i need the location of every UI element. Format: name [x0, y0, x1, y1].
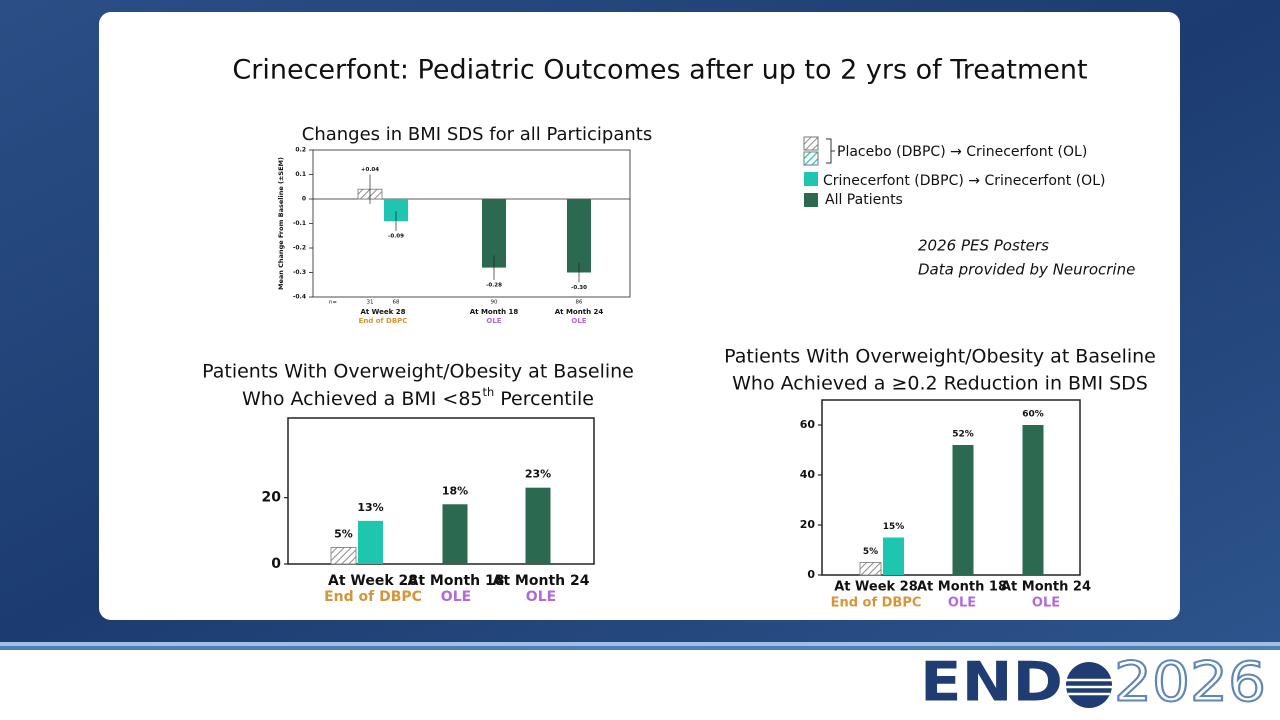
n-value: 31 — [367, 300, 374, 306]
x-tick-label: At Month 18 — [917, 580, 1007, 595]
y-tick-label: 0 — [302, 196, 306, 203]
chart-title: Who Achieved a ≥0.2 Reduction in BMI SDS — [732, 373, 1148, 395]
n-value: 68 — [393, 300, 400, 306]
y-tick-label: 20 — [800, 518, 816, 531]
legend-bracket — [826, 138, 835, 164]
title-part: Who Achieved a BMI <85 — [242, 388, 483, 410]
legend-label: Crinecerfont (DBPC) → Crinecerfont (OL) — [823, 173, 1105, 189]
value-label: -0.30 — [571, 285, 587, 291]
value-label: 60% — [1022, 410, 1044, 420]
title-part: Percentile — [494, 388, 594, 410]
legend-swatch — [803, 136, 819, 151]
stripe — [0, 642, 1280, 646]
value-label: -0.09 — [388, 233, 404, 239]
logo-text: END — [920, 651, 1063, 714]
x-sublabel: End of DBPC — [831, 596, 922, 611]
value-label: 52% — [952, 430, 974, 440]
x-sublabel: OLE — [526, 589, 556, 605]
value-label: 13% — [357, 501, 383, 514]
y-tick-label: -0.2 — [293, 245, 306, 252]
legend-label: All Patients — [825, 192, 903, 208]
bar — [384, 199, 408, 222]
x-tick-label: At Week 28 — [328, 573, 418, 589]
legend-swatch — [804, 193, 818, 207]
x-sublabel: End of DBPC — [359, 317, 408, 325]
n-label: n= — [329, 300, 337, 306]
x-tick-label: At Month 24 — [1001, 580, 1091, 595]
chart-title: Patients With Overweight/Obesity at Base… — [724, 346, 1156, 368]
y-tick-label: -0.4 — [293, 294, 306, 301]
y-tick-label: 0 — [807, 568, 815, 581]
n-value: 90 — [491, 300, 498, 306]
value-label: 23% — [525, 468, 551, 481]
value-label: +0.04 — [361, 167, 379, 173]
chart-title: Patients With Overweight/Obesity at Base… — [202, 361, 634, 383]
y-tick-label: 60 — [800, 418, 816, 431]
value-label: -0.28 — [486, 282, 502, 288]
legend-swatch — [803, 151, 819, 166]
y-axis-label: Mean Change From Baseline (±SEM) — [277, 157, 285, 290]
value-label: 5% — [334, 527, 353, 540]
x-tick-label: At Week 28 — [360, 308, 405, 316]
bar — [952, 445, 974, 575]
note: Data provided by Neurocrine — [918, 261, 1135, 279]
logo-globe — [1066, 662, 1112, 708]
y-tick-label: 40 — [800, 468, 816, 481]
superscript: th — [483, 385, 495, 399]
x-tick-label: At Month 24 — [493, 573, 590, 589]
note: 2026 PES Posters — [918, 237, 1049, 255]
chart-title: Who Achieved a BMI <85th Percentile — [242, 385, 594, 410]
value-label: 15% — [883, 522, 905, 532]
x-tick-label: At Week 28 — [834, 580, 918, 595]
plot-frame — [821, 399, 1081, 576]
plot-frame — [287, 417, 595, 565]
y-tick-label: -0.3 — [293, 269, 306, 276]
legend-swatch — [804, 172, 818, 186]
bar — [883, 537, 904, 575]
y-tick-label: 0.2 — [295, 147, 306, 154]
n-value: 86 — [576, 300, 583, 306]
legend-label: Placebo (DBPC) → Crinecerfont (OL) — [837, 144, 1087, 160]
slide-title: Crinecerfont: Pediatric Outcomes after u… — [232, 55, 1087, 86]
bar — [1022, 425, 1044, 575]
x-tick-label: At Month 24 — [555, 308, 604, 316]
logo-text: 2026 — [1114, 651, 1266, 714]
bar — [567, 199, 591, 273]
bar — [859, 562, 882, 576]
x-sublabel: OLE — [948, 596, 976, 611]
bar — [525, 487, 551, 564]
card — [99, 12, 1180, 620]
value-label: 5% — [863, 547, 878, 557]
y-tick-label: 20 — [262, 490, 282, 506]
value-label: 18% — [442, 484, 468, 497]
chart-title: Changes in BMI SDS for all Participants — [302, 124, 652, 145]
y-tick-label: -0.1 — [293, 220, 306, 227]
x-sublabel: OLE — [441, 589, 471, 605]
x-tick-label: At Month 18 — [470, 308, 519, 316]
x-sublabel: OLE — [571, 317, 586, 325]
x-sublabel: End of DBPC — [324, 589, 422, 605]
stripe — [0, 646, 1280, 650]
y-tick-label: 0.1 — [295, 171, 306, 178]
x-tick-label: At Month 18 — [408, 573, 505, 589]
x-sublabel: OLE — [486, 317, 501, 325]
bar — [358, 520, 383, 564]
bar — [330, 547, 357, 565]
x-sublabel: OLE — [1032, 596, 1060, 611]
bar — [442, 504, 468, 564]
y-tick-label: 0 — [271, 556, 281, 572]
